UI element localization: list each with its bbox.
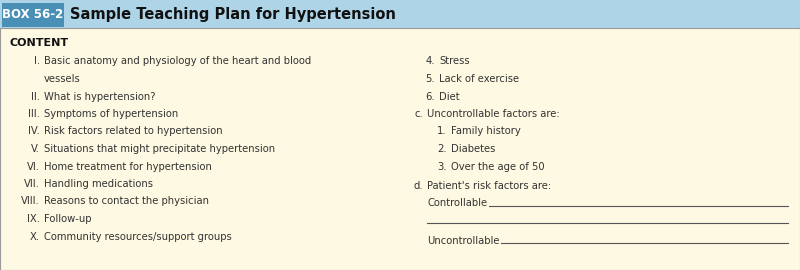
Text: What is hypertension?: What is hypertension? [44, 92, 155, 102]
Text: VI.: VI. [27, 161, 40, 171]
Text: 2.: 2. [438, 144, 447, 154]
Text: Risk factors related to hypertension: Risk factors related to hypertension [44, 127, 222, 137]
Text: Controllable: Controllable [427, 198, 487, 208]
Text: Sample Teaching Plan for Hypertension: Sample Teaching Plan for Hypertension [70, 6, 396, 22]
Text: Community resources/support groups: Community resources/support groups [44, 231, 232, 241]
Text: 4.: 4. [426, 56, 435, 66]
Text: 5.: 5. [426, 74, 435, 84]
Text: Uncontrollable: Uncontrollable [427, 235, 499, 245]
Text: Home treatment for hypertension: Home treatment for hypertension [44, 161, 212, 171]
Text: Over the age of 50: Over the age of 50 [451, 161, 545, 171]
Bar [0, 28, 800, 270]
Text: c.: c. [414, 109, 423, 119]
Text: II.: II. [31, 92, 40, 102]
Text: Situations that might precipitate hypertension: Situations that might precipitate hypert… [44, 144, 275, 154]
Text: Uncontrollable factors are:: Uncontrollable factors are: [427, 109, 560, 119]
Text: I.: I. [34, 56, 40, 66]
Text: Diabetes: Diabetes [451, 144, 495, 154]
Text: 1.: 1. [438, 127, 447, 137]
Text: Stress: Stress [439, 56, 470, 66]
Text: Patient's risk factors are:: Patient's risk factors are: [427, 181, 551, 191]
Text: Handling medications: Handling medications [44, 179, 153, 189]
Text: V.: V. [31, 144, 40, 154]
Text: d.: d. [414, 181, 423, 191]
Bar [2, 3, 64, 27]
Text: Lack of exercise: Lack of exercise [439, 74, 519, 84]
Text: VIII.: VIII. [22, 197, 40, 207]
Text: 3.: 3. [438, 161, 447, 171]
Text: Family history: Family history [451, 127, 521, 137]
Bar [0, 0, 800, 28]
Text: IX.: IX. [27, 214, 40, 224]
Text: VII.: VII. [24, 179, 40, 189]
Text: 6.: 6. [426, 92, 435, 102]
Text: III.: III. [28, 109, 40, 119]
Text: Reasons to contact the physician: Reasons to contact the physician [44, 197, 209, 207]
Text: Basic anatomy and physiology of the heart and blood: Basic anatomy and physiology of the hear… [44, 56, 311, 66]
Text: Symptoms of hypertension: Symptoms of hypertension [44, 109, 178, 119]
Text: CONTENT: CONTENT [10, 38, 69, 48]
Text: Follow-up: Follow-up [44, 214, 91, 224]
Text: Diet: Diet [439, 92, 460, 102]
Text: BOX 56-2: BOX 56-2 [2, 8, 64, 21]
Text: IV.: IV. [28, 127, 40, 137]
Text: vessels: vessels [44, 74, 81, 84]
Text: X.: X. [30, 231, 40, 241]
